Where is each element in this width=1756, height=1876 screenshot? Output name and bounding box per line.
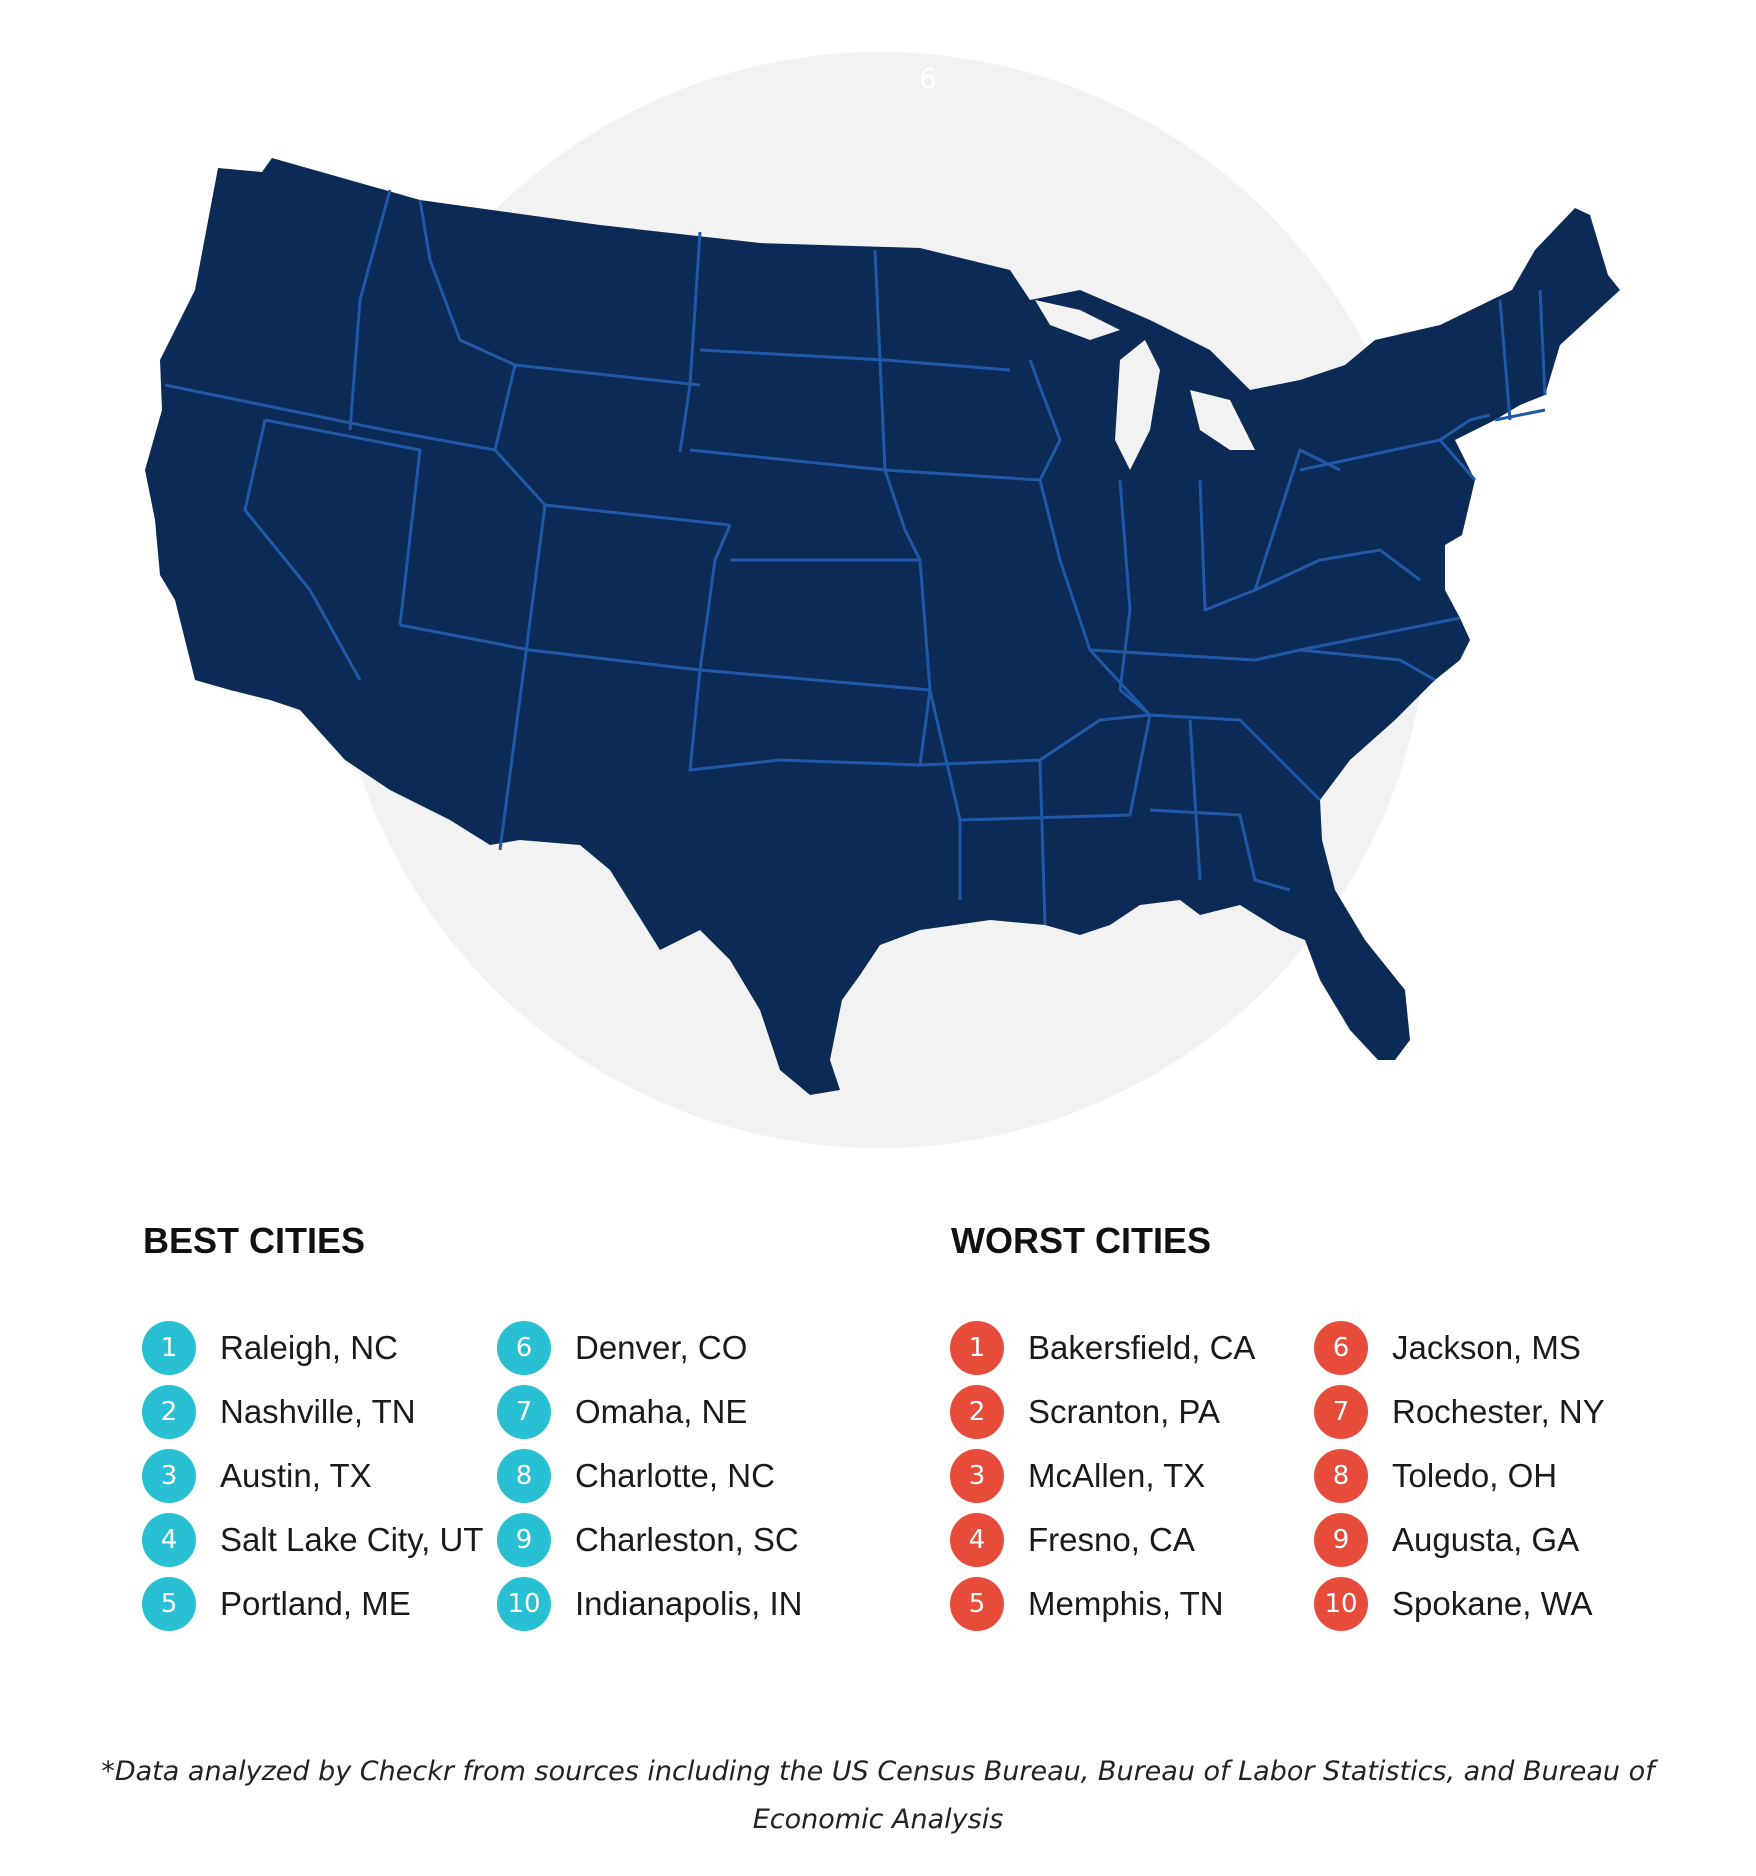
best-rank-badge: 2 [142, 1385, 196, 1439]
worst-city-name: Rochester, NY [1392, 1393, 1605, 1430]
worst-rank-badge: 7 [1314, 1385, 1368, 1439]
worst-city-item: 8 Toledo, OH [1314, 1444, 1605, 1508]
best-city-name: Omaha, NE [575, 1393, 748, 1430]
worst-city-item: 1 Bakersfield, CA [950, 1316, 1255, 1380]
state-borders [164, 189, 1547, 926]
worst-rank-badge: 5 [950, 1577, 1004, 1631]
best-city-name: Charlotte, NC [575, 1457, 775, 1494]
worst-rank-badge: 10 [1314, 1577, 1368, 1631]
worst-city-name: Bakersfield, CA [1028, 1329, 1256, 1366]
worst-city-item: 2 Scranton, PA [950, 1380, 1255, 1444]
best-city-name: Charleston, SC [575, 1521, 799, 1558]
worst-rank-badge: 9 [1314, 1513, 1368, 1567]
best-rank-badge: 7 [497, 1385, 551, 1439]
worst-rank-badge: 8 [1314, 1449, 1368, 1503]
worst-rank-badge: 3 [950, 1449, 1004, 1503]
best-cities-heading: BEST CITIES [143, 1220, 366, 1261]
best-city-item: 3 Austin, TX [142, 1444, 483, 1508]
best-city-name: Indianapolis, IN [575, 1585, 803, 1622]
worst-city-item: 3 McAllen, TX [950, 1444, 1255, 1508]
worst-rank-badge: 1 [950, 1321, 1004, 1375]
best-city-item: 5 Portland, ME [142, 1572, 483, 1636]
best-city-name: Denver, CO [575, 1329, 748, 1366]
worst-cities-list-col2: 6 Jackson, MS 7 Rochester, NY 8 Toledo, OH … [1314, 1316, 1605, 1636]
best-rank-badge: 5 [142, 1577, 196, 1631]
us-map: 6 [145, 52, 1620, 1148]
worst-city-name: Augusta, GA [1392, 1521, 1580, 1558]
best-city-name: Raleigh, NC [220, 1329, 398, 1366]
worst-city-name: McAllen, TX [1028, 1457, 1206, 1494]
best-rank-badge: 9 [497, 1513, 551, 1567]
best-city-item: 1 Raleigh, NC [142, 1316, 483, 1380]
best-rank-badge: 10 [497, 1577, 551, 1631]
best-rank-badge: 1 [142, 1321, 196, 1375]
worst-city-item: 4 Fresno, CA [950, 1508, 1255, 1572]
worst-city-name: Fresno, CA [1028, 1521, 1195, 1558]
best-city-name: Austin, TX [220, 1457, 372, 1494]
worst-rank-badge: 4 [950, 1513, 1004, 1567]
best-rank-badge: 8 [497, 1449, 551, 1503]
worst-city-item: 7 Rochester, NY [1314, 1380, 1605, 1444]
worst-cities-heading: WORST CITIES [951, 1220, 1211, 1261]
worst-city-item: 5 Memphis, TN [950, 1572, 1255, 1636]
best-city-item: 6 Denver, CO [497, 1316, 802, 1380]
worst-rank-badge: 2 [950, 1385, 1004, 1439]
worst-city-name: Jackson, MS [1392, 1329, 1581, 1366]
best-cities-list-col1: 1 Raleigh, NC 2 Nashville, TN 3 Austin, TX … [142, 1316, 483, 1636]
best-rank-badge: 4 [142, 1513, 196, 1567]
worst-city-name: Toledo, OH [1392, 1457, 1558, 1494]
best-city-name: Salt Lake City, UT [220, 1521, 484, 1558]
best-city-item: 7 Omaha, NE [497, 1380, 802, 1444]
best-city-item: 9 Charleston, SC [497, 1508, 802, 1572]
best-rank-badge: 6 [497, 1321, 551, 1375]
worst-city-name: Spokane, WA [1392, 1585, 1593, 1622]
best-city-item: 10 Indianapolis, IN [497, 1572, 802, 1636]
worst-city-name: Scranton, PA [1028, 1393, 1220, 1430]
best-city-item: 8 Charlotte, NC [497, 1444, 802, 1508]
best-city-item: 4 Salt Lake City, UT [142, 1508, 483, 1572]
map-faint-label: 6 [919, 62, 937, 95]
worst-rank-badge: 6 [1314, 1321, 1368, 1375]
footnote: *Data analyzed by Checkr from sources in… [101, 1756, 1655, 1835]
lake-michigan [1035, 300, 1255, 470]
best-city-item: 2 Nashville, TN [142, 1380, 483, 1444]
best-city-name: Nashville, TN [220, 1393, 416, 1430]
worst-city-name: Memphis, TN [1028, 1585, 1224, 1622]
worst-cities-list-col1: 1 Bakersfield, CA 2 Scranton, PA 3 McAllen,… [950, 1316, 1255, 1636]
worst-city-item: 10 Spokane, WA [1314, 1572, 1605, 1636]
best-city-name: Portland, ME [220, 1585, 411, 1622]
worst-city-item: 6 Jackson, MS [1314, 1316, 1605, 1380]
worst-city-item: 9 Augusta, GA [1314, 1508, 1605, 1572]
best-rank-badge: 3 [142, 1449, 196, 1503]
